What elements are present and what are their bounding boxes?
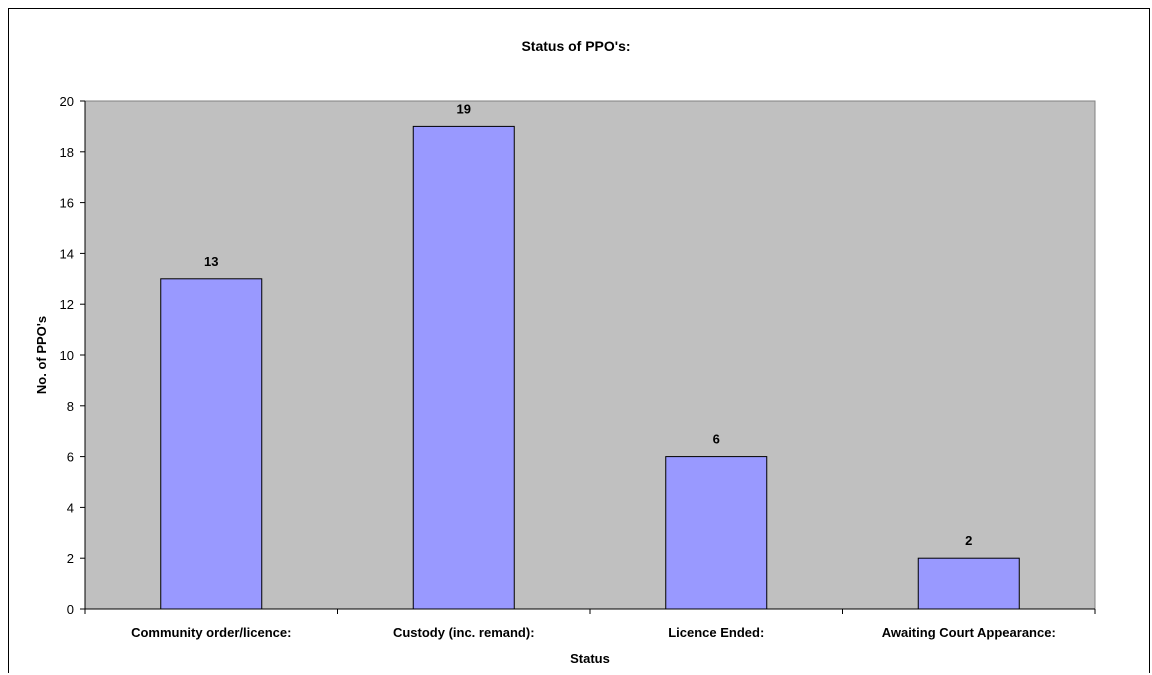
x-tick-label: Awaiting Court Appearance:: [882, 625, 1056, 640]
y-tick-label: 12: [60, 297, 74, 312]
x-tick-label: Community order/licence:: [131, 625, 291, 640]
y-axis: 0 2 4 6 8 10 12 14 16 18 20: [60, 94, 86, 617]
x-tick-label: Licence Ended:: [668, 625, 764, 640]
bar: [665, 456, 768, 610]
data-label: 2: [965, 533, 972, 548]
x-axis: Community order/licence: Custody (inc. re…: [84, 608, 1096, 640]
y-tick-label: 20: [60, 94, 74, 109]
bars: 13 19 6 2: [160, 101, 1020, 610]
data-label: 19: [457, 101, 471, 116]
bar: [160, 278, 263, 610]
y-tick-label: 4: [67, 500, 74, 515]
x-axis-title: Status: [570, 651, 610, 666]
y-tick-label: 10: [60, 348, 74, 363]
y-tick-label: 6: [67, 450, 74, 465]
y-axis-title: No. of PPO's: [34, 316, 49, 394]
y-tick-label: 0: [67, 602, 74, 617]
bar: [917, 557, 1020, 610]
x-tick-label: Custody (inc. remand):: [393, 625, 535, 640]
data-label: 6: [713, 432, 720, 447]
chart-frame: [8, 8, 1150, 673]
y-tick-label: 14: [60, 246, 74, 261]
y-tick-label: 2: [67, 551, 74, 566]
bar: [412, 125, 515, 610]
chart-title: Status of PPO's:: [521, 38, 630, 54]
y-tick-label: 8: [67, 399, 74, 414]
data-label: 13: [204, 254, 218, 269]
y-tick-label: 16: [60, 196, 74, 211]
y-tick-label: 18: [60, 145, 74, 160]
